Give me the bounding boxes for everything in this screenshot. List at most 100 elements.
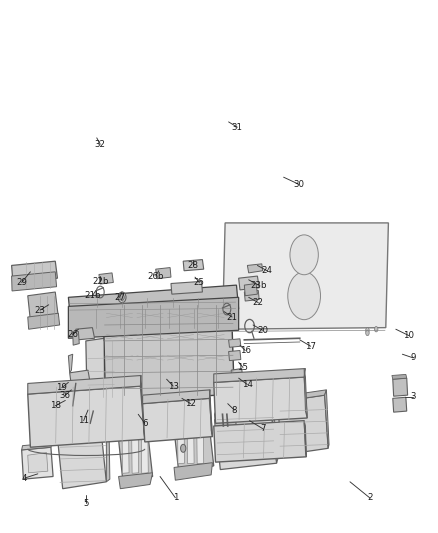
Polygon shape [28, 313, 60, 329]
Polygon shape [137, 406, 144, 415]
Polygon shape [155, 268, 171, 279]
Polygon shape [73, 332, 79, 345]
Polygon shape [141, 433, 148, 473]
Polygon shape [197, 424, 204, 464]
Polygon shape [74, 390, 84, 399]
Polygon shape [214, 377, 307, 423]
Polygon shape [229, 351, 241, 361]
Text: 14: 14 [242, 380, 253, 389]
Polygon shape [141, 375, 145, 439]
Text: 4: 4 [22, 474, 28, 482]
Polygon shape [183, 260, 204, 271]
Polygon shape [215, 398, 272, 414]
Polygon shape [239, 276, 259, 290]
Polygon shape [57, 424, 109, 438]
Polygon shape [70, 370, 90, 386]
Text: 19: 19 [57, 383, 67, 392]
Polygon shape [278, 395, 328, 455]
Polygon shape [393, 378, 408, 396]
Polygon shape [209, 390, 212, 437]
Polygon shape [118, 426, 152, 482]
Polygon shape [103, 301, 234, 402]
Polygon shape [229, 339, 241, 348]
Polygon shape [393, 397, 407, 412]
Polygon shape [28, 292, 58, 321]
Ellipse shape [374, 327, 378, 332]
Polygon shape [171, 281, 202, 294]
Ellipse shape [288, 272, 321, 320]
Polygon shape [28, 386, 145, 447]
Text: 1: 1 [173, 493, 178, 502]
Text: 12: 12 [185, 399, 196, 408]
Text: 9: 9 [410, 353, 416, 362]
Ellipse shape [118, 292, 126, 303]
Polygon shape [143, 398, 212, 442]
Polygon shape [99, 273, 113, 284]
Text: 3: 3 [410, 392, 416, 401]
Text: 24: 24 [261, 266, 272, 275]
Text: 15: 15 [237, 363, 248, 372]
Text: 10: 10 [403, 331, 414, 340]
Polygon shape [214, 368, 305, 382]
Text: 16: 16 [240, 346, 251, 355]
Polygon shape [304, 421, 306, 457]
Polygon shape [244, 290, 259, 301]
Polygon shape [187, 424, 194, 464]
Text: 7: 7 [260, 424, 265, 433]
Polygon shape [12, 272, 57, 291]
Text: 23b: 23b [250, 280, 267, 289]
Text: 21: 21 [226, 312, 237, 321]
Text: 11: 11 [78, 416, 89, 425]
Text: 18: 18 [50, 401, 61, 410]
Text: 30: 30 [293, 180, 304, 189]
Polygon shape [28, 453, 48, 473]
Text: 5: 5 [83, 498, 88, 507]
Text: 29: 29 [16, 278, 27, 287]
Text: 32: 32 [95, 140, 106, 149]
Ellipse shape [290, 235, 318, 274]
Polygon shape [135, 403, 146, 417]
Polygon shape [90, 418, 98, 428]
Text: 21b: 21b [84, 291, 101, 300]
Text: 22: 22 [253, 298, 264, 307]
Text: 2: 2 [367, 493, 372, 502]
Polygon shape [12, 261, 57, 282]
Polygon shape [244, 284, 258, 296]
Polygon shape [21, 447, 53, 479]
Polygon shape [132, 433, 139, 473]
Text: 13: 13 [168, 382, 179, 391]
Polygon shape [247, 264, 263, 273]
Text: 20: 20 [257, 326, 268, 335]
Ellipse shape [70, 402, 75, 410]
Polygon shape [57, 431, 106, 489]
Polygon shape [68, 285, 239, 320]
Polygon shape [215, 398, 234, 416]
Text: 22b: 22b [92, 277, 109, 286]
Text: 25: 25 [194, 278, 205, 287]
Text: 8: 8 [232, 406, 237, 415]
Polygon shape [68, 354, 73, 373]
Polygon shape [216, 400, 231, 414]
Text: 28: 28 [187, 261, 198, 270]
Polygon shape [304, 368, 307, 418]
Polygon shape [119, 473, 152, 489]
Polygon shape [68, 297, 239, 338]
Polygon shape [278, 390, 326, 402]
Ellipse shape [366, 328, 369, 333]
Polygon shape [143, 390, 210, 403]
Polygon shape [76, 328, 95, 340]
Text: 36: 36 [60, 391, 71, 400]
Text: 23: 23 [35, 305, 46, 314]
Ellipse shape [180, 445, 186, 453]
Polygon shape [392, 374, 407, 379]
Polygon shape [215, 403, 277, 470]
Polygon shape [215, 416, 237, 435]
Polygon shape [325, 390, 329, 448]
Text: 17: 17 [305, 342, 316, 351]
Text: 26: 26 [67, 330, 78, 339]
Text: 26b: 26b [148, 272, 164, 280]
Polygon shape [214, 421, 306, 462]
Polygon shape [231, 368, 243, 382]
Text: 6: 6 [142, 419, 148, 428]
Polygon shape [177, 424, 184, 464]
